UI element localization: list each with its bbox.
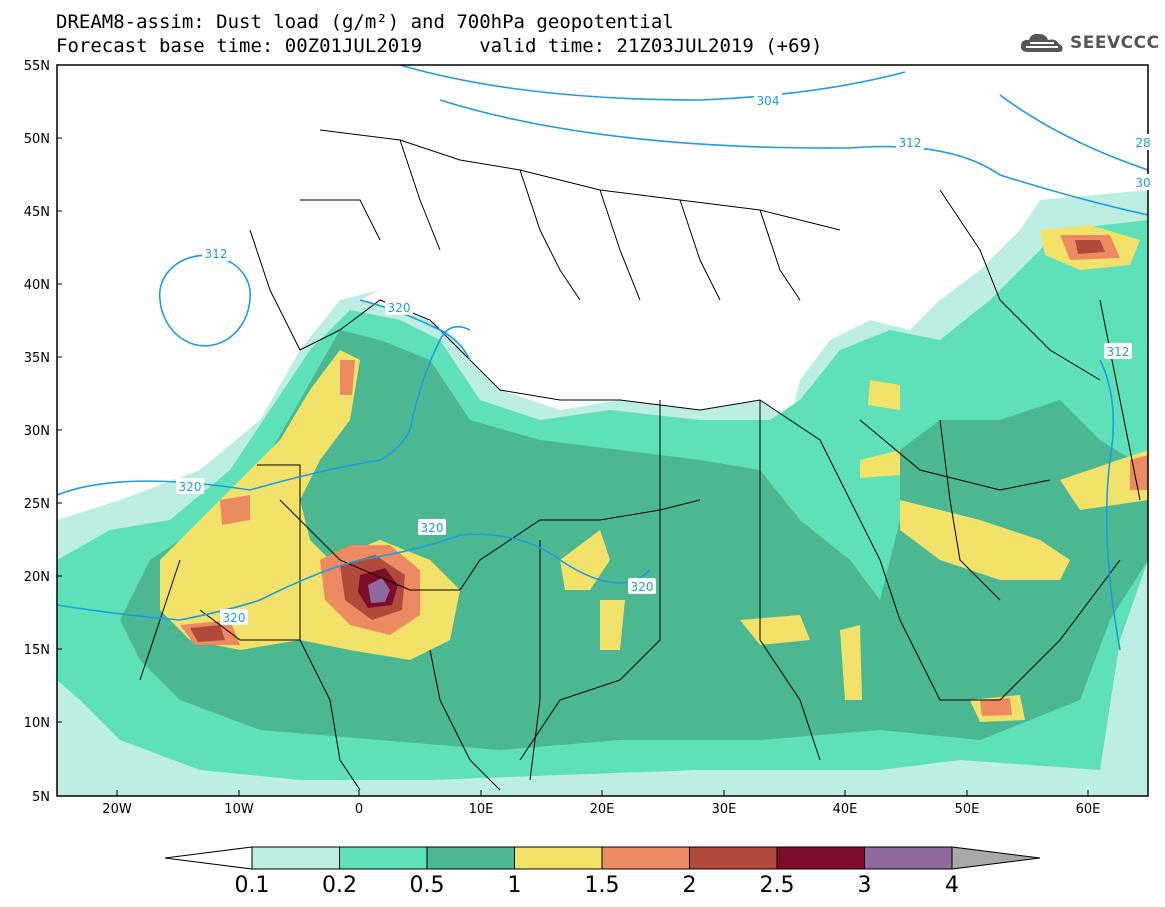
latitude-labels: 55N 50N 45N 40N 35N 30N 25N 20N 15N 10N 5N xyxy=(24,59,62,805)
lat-label-0: 55N xyxy=(24,59,50,74)
lon-label-7: 50E xyxy=(955,802,980,817)
contour-labels: 304 312 312 320 320 320 320 320 312 28 30 xyxy=(176,92,1157,625)
colorbar-tick-6: 2.5 xyxy=(760,873,795,898)
svg-text:320: 320 xyxy=(421,521,444,535)
lon-label-5: 30E xyxy=(712,802,737,817)
lon-label-4: 20E xyxy=(590,802,615,817)
contour-label-2: 312 xyxy=(202,245,230,261)
lon-label-2: 0 xyxy=(355,802,363,817)
colorbar-tick-2: 0.5 xyxy=(410,873,445,898)
colorbar-swatch-1 xyxy=(251,846,340,870)
colorbar-tick-5: 2 xyxy=(683,873,697,898)
colorbar-tick-1: 0.2 xyxy=(322,873,357,898)
lon-label-8: 60E xyxy=(1076,802,1101,817)
mediterranean-sea xyxy=(360,290,790,400)
contour-label-0: 304 xyxy=(754,92,782,108)
svg-text:320: 320 xyxy=(631,580,654,594)
colorbar-tick-8: 4 xyxy=(945,873,959,898)
colorbar-swatch-4 xyxy=(514,846,603,870)
lon-label-1: 10W xyxy=(224,802,254,817)
svg-text:312: 312 xyxy=(899,136,922,150)
colorbar-tick-3: 1 xyxy=(508,873,522,898)
colorbar-swatch-7 xyxy=(776,846,865,870)
lat-label-9: 10N xyxy=(24,716,50,731)
colorbar-arrow-right xyxy=(951,846,1041,870)
colorbar-swatch-5 xyxy=(601,846,690,870)
lat-label-10: 5N xyxy=(32,790,50,805)
seevccc-logo: SEEVCCC xyxy=(1018,30,1160,56)
contour-label-8: 312 xyxy=(1104,343,1132,359)
country-borders xyxy=(139,129,1141,791)
contour-label-3: 320 xyxy=(385,299,413,315)
geopotential-contours xyxy=(57,65,1148,651)
colorbar-arrow-left xyxy=(164,846,253,870)
contour-label-9: 28 xyxy=(1129,134,1157,150)
lon-label-0: 20W xyxy=(102,802,132,817)
svg-text:320: 320 xyxy=(179,480,202,494)
colorbar-swatch-8 xyxy=(864,846,953,870)
longitude-labels: 20W 10W 0 10E 20E 30E 40E 50E 60E xyxy=(102,790,1100,817)
lon-label-3: 10E xyxy=(469,802,494,817)
cloud-icon xyxy=(1020,33,1063,52)
lat-label-5: 30N xyxy=(24,424,50,439)
colorbar-swatch-2 xyxy=(339,846,428,870)
colorbar-tick-7: 3 xyxy=(858,873,872,898)
contour-label-4: 320 xyxy=(176,478,204,494)
contour-label-6: 320 xyxy=(220,609,248,625)
lon-label-6: 40E xyxy=(833,802,858,817)
svg-text:28: 28 xyxy=(1135,136,1150,150)
chart-title-line2: Forecast base time: 00Z01JUL2019 valid t… xyxy=(56,35,823,57)
svg-text:312: 312 xyxy=(1107,345,1130,359)
colorbar-swatch-6 xyxy=(689,846,778,870)
dust-band-3 xyxy=(368,578,390,603)
europe-landmass xyxy=(250,65,1148,330)
atlantic-ocean xyxy=(57,65,250,500)
contour-label-7: 320 xyxy=(628,578,656,594)
lat-label-7: 20N xyxy=(24,570,50,585)
svg-text:304: 304 xyxy=(757,94,780,108)
colorbar-swatch-3 xyxy=(426,846,515,870)
dust-field xyxy=(57,65,1148,796)
lat-label-1: 50N xyxy=(24,132,50,147)
lat-label-6: 25N xyxy=(24,497,50,512)
svg-text:320: 320 xyxy=(223,611,246,625)
contour-label-10: 30 xyxy=(1129,174,1157,190)
colorbar: 0.1 0.2 0.5 1 1.5 2 2.5 3 4 xyxy=(164,846,1041,898)
chart-title-line1: DREAM8-assim: Dust load (g/m²) and 700hP… xyxy=(56,11,674,33)
lat-label-2: 45N xyxy=(24,205,50,220)
lat-label-4: 35N xyxy=(24,351,50,366)
svg-text:320: 320 xyxy=(388,301,411,315)
colorbar-tick-0: 0.1 xyxy=(235,873,270,898)
logo-text: SEEVCCC xyxy=(1070,33,1160,53)
colorbar-tick-4: 1.5 xyxy=(585,873,620,898)
lat-label-8: 15N xyxy=(24,643,50,658)
lat-label-3: 40N xyxy=(24,278,50,293)
contour-label-1: 312 xyxy=(896,134,924,150)
svg-text:312: 312 xyxy=(205,247,228,261)
contour-label-5: 320 xyxy=(418,519,446,535)
svg-text:30: 30 xyxy=(1135,176,1150,190)
